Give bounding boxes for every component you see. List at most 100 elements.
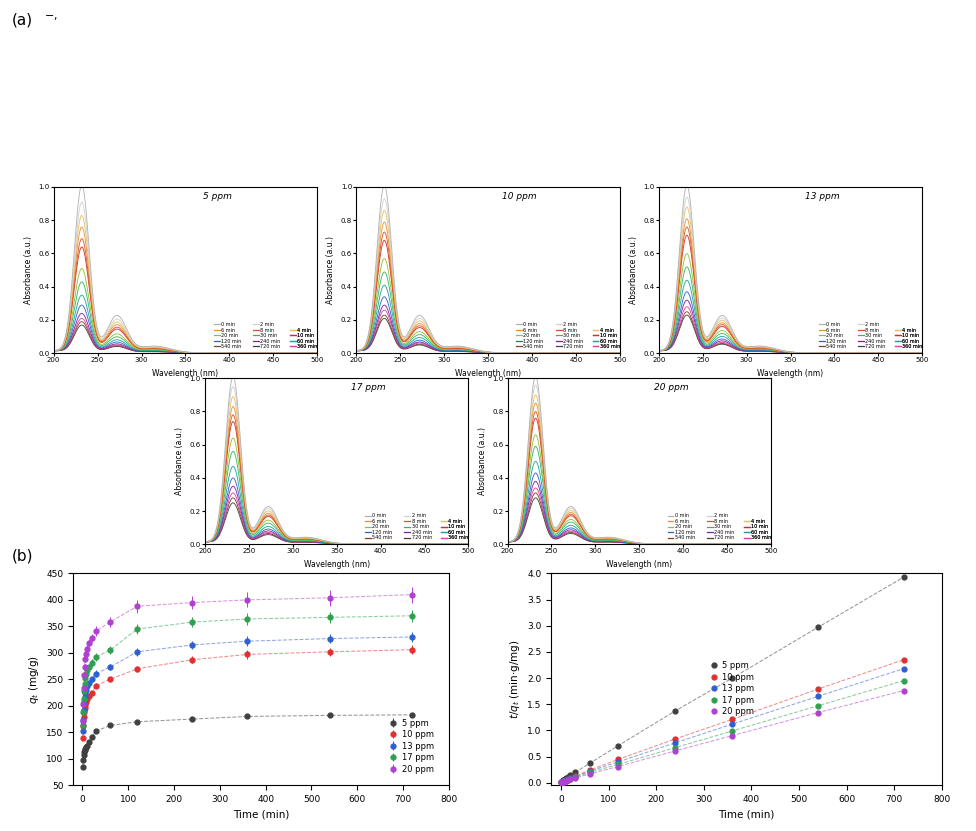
17 ppm	[555, 777, 567, 787]
13 ppm	[556, 777, 568, 787]
17 ppm	[559, 776, 571, 786]
5 ppm	[559, 774, 571, 784]
17 ppm	[558, 776, 570, 786]
17 ppm	[557, 777, 569, 787]
X-axis label: Wavelength (nm): Wavelength (nm)	[152, 369, 219, 378]
20 ppm	[565, 774, 577, 784]
10 ppm	[812, 684, 824, 694]
13 ppm	[557, 777, 569, 787]
20 ppm	[557, 777, 569, 787]
17 ppm	[670, 743, 681, 753]
Legend: 4 min, 10 min, 60 min, 360 min: 4 min, 10 min, 60 min, 360 min	[592, 327, 620, 349]
Legend: 5 ppm, 10 ppm, 13 ppm, 17 ppm, 20 ppm: 5 ppm, 10 ppm, 13 ppm, 17 ppm, 20 ppm	[704, 658, 757, 720]
Y-axis label: $q_t$ (mg/g): $q_t$ (mg/g)	[26, 655, 41, 704]
Legend: 4 min, 10 min, 60 min, 360 min: 4 min, 10 min, 60 min, 360 min	[290, 327, 317, 349]
Y-axis label: $t/q_t$ (min$\cdot$g/mg): $t/q_t$ (min$\cdot$g/mg)	[508, 640, 522, 719]
Y-axis label: Absorbance (a.u.): Absorbance (a.u.)	[629, 236, 638, 304]
17 ppm	[556, 777, 568, 787]
13 ppm	[569, 772, 581, 782]
13 ppm	[557, 776, 569, 786]
20 ppm	[559, 776, 571, 786]
20 ppm	[560, 776, 572, 786]
20 ppm	[612, 761, 624, 771]
20 ppm	[556, 777, 568, 787]
5 ppm	[557, 776, 569, 786]
20 ppm	[555, 777, 567, 787]
Text: (a): (a)	[12, 12, 33, 27]
Legend: 4 min, 10 min, 60 min, 360 min: 4 min, 10 min, 60 min, 360 min	[744, 519, 771, 540]
Text: $-,$: $-,$	[44, 12, 58, 22]
Text: (b): (b)	[12, 548, 33, 563]
Line: 10 ppm: 10 ppm	[559, 657, 906, 784]
13 ppm	[812, 691, 824, 701]
17 ppm	[612, 760, 624, 770]
10 ppm	[569, 771, 581, 781]
13 ppm	[560, 775, 572, 785]
13 ppm	[670, 738, 681, 748]
X-axis label: Time (min): Time (min)	[233, 809, 289, 819]
20 ppm	[569, 773, 581, 783]
17 ppm	[565, 774, 577, 784]
Text: 5 ppm: 5 ppm	[203, 192, 231, 201]
13 ppm	[559, 776, 571, 786]
5 ppm	[555, 777, 567, 787]
Text: 17 ppm: 17 ppm	[351, 383, 386, 392]
17 ppm	[812, 701, 824, 711]
Line: 13 ppm: 13 ppm	[559, 666, 906, 784]
20 ppm	[726, 730, 738, 740]
10 ppm	[557, 777, 569, 787]
Line: 17 ppm: 17 ppm	[559, 678, 906, 784]
13 ppm	[562, 774, 574, 784]
5 ppm	[560, 774, 572, 784]
5 ppm	[584, 759, 595, 769]
17 ppm	[584, 767, 595, 777]
Text: 10 ppm: 10 ppm	[503, 192, 537, 201]
5 ppm	[898, 572, 910, 582]
13 ppm	[726, 719, 738, 729]
10 ppm	[565, 773, 577, 783]
20 ppm	[670, 746, 681, 756]
13 ppm	[558, 776, 570, 786]
5 ppm	[565, 770, 577, 780]
20 ppm	[562, 775, 574, 785]
20 ppm	[558, 777, 570, 787]
13 ppm	[612, 757, 624, 767]
5 ppm	[562, 772, 574, 782]
Line: 5 ppm: 5 ppm	[559, 574, 906, 784]
10 ppm	[612, 755, 624, 765]
17 ppm	[556, 777, 568, 787]
5 ppm	[569, 767, 581, 777]
10 ppm	[556, 777, 568, 787]
10 ppm	[562, 774, 574, 784]
17 ppm	[560, 776, 572, 786]
Text: 13 ppm: 13 ppm	[805, 192, 839, 201]
10 ppm	[558, 776, 570, 786]
17 ppm	[898, 676, 910, 686]
X-axis label: Wavelength (nm): Wavelength (nm)	[304, 560, 370, 569]
20 ppm	[898, 686, 910, 696]
13 ppm	[898, 664, 910, 674]
Legend: 5 ppm, 10 ppm, 13 ppm, 17 ppm, 20 ppm: 5 ppm, 10 ppm, 13 ppm, 17 ppm, 20 ppm	[384, 715, 437, 777]
13 ppm	[555, 777, 567, 787]
X-axis label: Time (min): Time (min)	[718, 809, 775, 819]
10 ppm	[584, 765, 595, 775]
X-axis label: Wavelength (nm): Wavelength (nm)	[606, 560, 672, 569]
Line: 20 ppm: 20 ppm	[559, 688, 906, 784]
5 ppm	[558, 775, 570, 785]
Text: 20 ppm: 20 ppm	[654, 383, 688, 392]
10 ppm	[670, 734, 681, 744]
X-axis label: Wavelength (nm): Wavelength (nm)	[757, 369, 824, 378]
20 ppm	[584, 769, 595, 779]
20 ppm	[812, 707, 824, 717]
Y-axis label: Absorbance (a.u.): Absorbance (a.u.)	[23, 236, 33, 304]
Y-axis label: Absorbance (a.u.): Absorbance (a.u.)	[477, 427, 487, 495]
10 ppm	[726, 715, 738, 725]
Legend: 4 min, 10 min, 60 min, 360 min: 4 min, 10 min, 60 min, 360 min	[441, 519, 468, 540]
10 ppm	[559, 775, 571, 785]
10 ppm	[556, 777, 568, 787]
17 ppm	[562, 774, 574, 784]
5 ppm	[612, 740, 624, 750]
Y-axis label: Absorbance (a.u.): Absorbance (a.u.)	[326, 236, 336, 304]
17 ppm	[726, 726, 738, 736]
5 ppm	[557, 775, 569, 785]
